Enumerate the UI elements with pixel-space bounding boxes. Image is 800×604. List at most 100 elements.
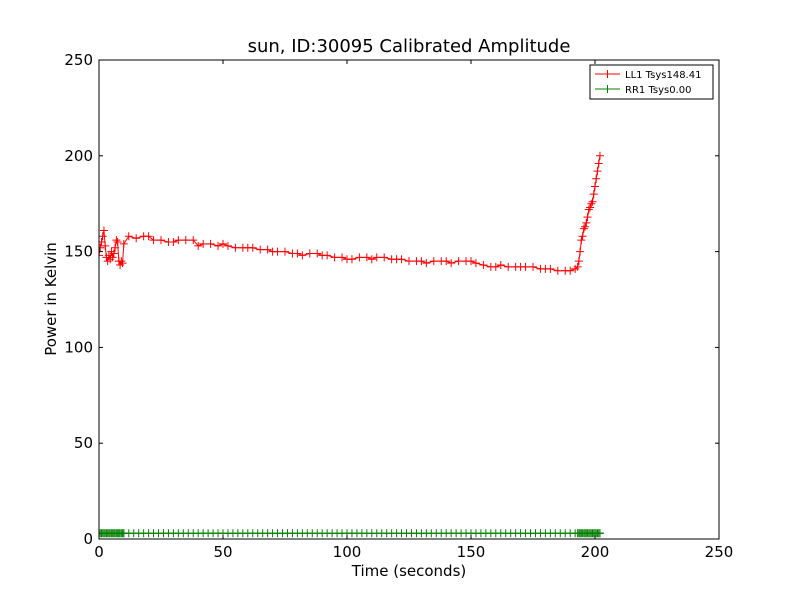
series-ll1-point (573, 262, 582, 271)
series-ll1-point (529, 262, 537, 271)
series-ll1-point (574, 257, 583, 266)
series-ll1-point (113, 238, 122, 247)
series-ll1-point (591, 182, 599, 191)
y-tick-label: 50 (74, 434, 93, 452)
series-ll1-point (99, 226, 108, 235)
series-ll1-point (118, 259, 127, 268)
series-ll1-point (442, 257, 451, 266)
series-rr1-point (119, 529, 128, 538)
series-ll1-point (417, 257, 426, 266)
series-ll1-point (194, 241, 203, 250)
series-ll1-point (372, 253, 381, 262)
series-ll1-point (248, 243, 257, 252)
series-ll1-point (112, 236, 121, 245)
series-rr1 (99, 529, 604, 538)
series-ll1-point (593, 167, 602, 176)
series-ll1-point (273, 247, 282, 256)
x-tick-label: 50 (213, 543, 232, 561)
series-ll1-point (281, 247, 289, 256)
series-ll1 (99, 151, 604, 275)
y-tick-label: 200 (64, 147, 93, 165)
series-ll1-point (117, 257, 126, 266)
series-ll1-point (338, 253, 347, 262)
legend-swatch-marker (603, 70, 612, 78)
chart-title: sun, ID:30095 Calibrated Amplitude (248, 36, 571, 57)
series-ll1-point (553, 266, 562, 275)
series-ll1-point (362, 253, 371, 262)
series-ll1-point (583, 213, 592, 222)
y-tick-label: 0 (83, 530, 93, 548)
legend-swatch-marker (603, 85, 612, 93)
series-ll1-point (566, 266, 575, 275)
series-ll1-point (587, 199, 596, 208)
series-ll1-point (405, 257, 413, 266)
x-tick-label: 200 (581, 543, 610, 561)
series-ll1-point (99, 238, 106, 247)
series-ll1-point (546, 264, 555, 273)
series-ll1-point (108, 253, 117, 262)
series-ll1-point (586, 203, 595, 212)
series-ll1-point (429, 257, 438, 266)
series-ll1-point (124, 232, 133, 241)
series-ll1-point (578, 232, 587, 241)
series-ll1-point (592, 174, 601, 183)
series-ll1-point (305, 249, 314, 258)
series-ll1-point (454, 257, 463, 266)
x-tick-label: 150 (457, 543, 486, 561)
series-ll1-point (313, 249, 322, 258)
series-ll1-point (144, 232, 153, 241)
series-ll1-point (589, 190, 598, 199)
series-ll1-point (219, 239, 227, 248)
series-ll1-point (214, 241, 223, 250)
series-ll1-point (471, 259, 480, 268)
x-axis-label: Time (seconds) (351, 562, 467, 580)
series-ll1-point (111, 243, 120, 252)
series-ll1-point (581, 222, 590, 231)
series-ll1-point (206, 239, 215, 248)
series-ll1-point (298, 251, 307, 260)
x-tick-label: 0 (94, 543, 104, 561)
series-ll1-point (380, 253, 389, 262)
x-tick-label: 250 (705, 543, 734, 561)
series-ll1-point (223, 241, 232, 250)
series-ll1-point (447, 259, 456, 268)
series-ll1-point (576, 247, 585, 256)
series-ll1-point (347, 255, 356, 264)
series-ll1-point (149, 236, 158, 245)
legend-entry-label: LL1 Tsys148.41 (625, 70, 701, 81)
series-ll1-point (323, 251, 332, 260)
x-tick-label: 100 (333, 543, 362, 561)
series-ll1-point (181, 236, 190, 245)
series-ll1-point (256, 245, 265, 254)
series-ll1-point (504, 262, 513, 271)
series-ll1-point (367, 255, 376, 264)
series-layer (99, 151, 604, 538)
series-ll1-point (101, 241, 110, 250)
y-tick-label: 100 (64, 338, 93, 356)
series-ll1-point (293, 249, 302, 258)
y-axis-label: Power in Kelvin (42, 242, 60, 356)
ticks-layer: 0 50 100 150 200 250 0 50 100 150 200 250 (64, 51, 733, 561)
series-ll1-point (231, 243, 240, 252)
series-ll1-point (588, 197, 597, 206)
series-ll1-point (479, 261, 488, 270)
series-ll1-point (174, 236, 183, 245)
series-ll1-point (119, 239, 128, 248)
series-ll1-point (132, 234, 141, 243)
series-ll1-point (422, 259, 431, 268)
series-rr1-point (595, 529, 604, 538)
series-ll1-point (189, 236, 198, 245)
series-ll1-point (491, 262, 500, 271)
series-ll1-point (355, 253, 364, 262)
series-ll1-point (199, 239, 208, 248)
legend-entry-label: RR1 Tsys0.00 (625, 85, 692, 96)
series-ll1-point (157, 236, 165, 245)
series-ll1-point (397, 255, 406, 264)
series-ll1-point (594, 159, 603, 168)
series-ll1-point (579, 224, 588, 233)
series-ll1-point (496, 261, 505, 270)
legend: LL1 Tsys148.41 RR1 Tsys0.00 (589, 64, 714, 100)
